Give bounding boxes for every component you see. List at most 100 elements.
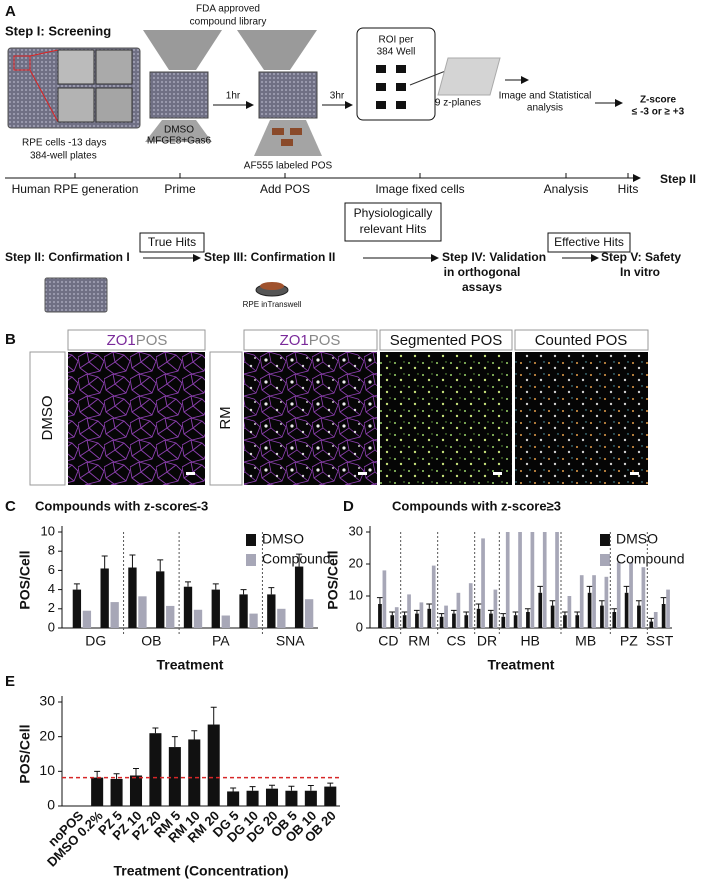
graphic [396, 101, 406, 109]
bar [481, 538, 485, 628]
bar [249, 613, 258, 628]
header: ZO1POS [280, 332, 341, 349]
bar [285, 790, 298, 806]
error-bar [648, 617, 655, 622]
annotation: FDA approved [196, 4, 260, 15]
graphic [376, 101, 386, 109]
bar [110, 778, 123, 806]
bar [246, 790, 259, 806]
bar [542, 532, 547, 628]
x-tick-label: CS [446, 633, 465, 649]
graphic [630, 472, 639, 475]
y-tick-label: 30 [39, 693, 55, 709]
error-bar [401, 611, 408, 616]
y-tick-label: 2 [48, 600, 55, 615]
pos-icon [272, 128, 284, 135]
bar [513, 615, 518, 628]
error-bar [185, 581, 191, 587]
y-tick-label: 20 [39, 727, 55, 743]
bar [666, 589, 670, 628]
micrograph [244, 352, 377, 485]
error-bar [133, 768, 139, 776]
bar [505, 532, 510, 628]
annotation: 1hr [226, 91, 241, 102]
error-bar [475, 603, 482, 609]
chart-title: Compounds with z-score≤-3 [35, 498, 208, 513]
header: Segmented POS [390, 332, 503, 349]
annotation: 9 z-planes [435, 98, 481, 109]
bar [661, 604, 666, 628]
library-funnel [237, 30, 317, 70]
error-bar [635, 600, 642, 606]
legend-swatch [246, 554, 256, 566]
bar [592, 575, 596, 628]
error-bar [450, 609, 457, 614]
panel-label: A [5, 3, 16, 20]
error-bar [296, 553, 303, 567]
legend-swatch [600, 554, 610, 566]
hits-box [139, 232, 205, 253]
pos-icon [281, 139, 293, 146]
annotation: DMSO [164, 125, 194, 136]
timeline-label: Hits [618, 182, 639, 196]
bar [267, 594, 276, 628]
hits-box [344, 202, 442, 242]
error-bar [376, 597, 383, 604]
annotation: 3hr [330, 91, 345, 102]
error-bar [288, 785, 295, 791]
x-tick-label: PZ [620, 633, 638, 649]
error-bar [129, 554, 136, 568]
graphic [186, 472, 195, 475]
roi-grid [376, 65, 406, 109]
micrograph [380, 352, 512, 485]
bar [138, 596, 147, 628]
legend-label: Compound [616, 551, 685, 567]
timeline-label: Analysis [544, 182, 589, 196]
bar [604, 576, 609, 628]
bar [193, 609, 203, 628]
x-tick-label: RM [408, 633, 430, 649]
error-bar [307, 785, 314, 791]
zoom-line [29, 49, 59, 57]
bar [183, 586, 193, 628]
annotation: 384-well plates [30, 151, 97, 162]
bar [166, 605, 175, 628]
bar [550, 605, 555, 628]
zoom-line [29, 69, 59, 123]
x-tick-label: DG [85, 633, 106, 649]
stain-label: ZO1 [280, 332, 309, 349]
error-bar [660, 597, 667, 604]
x-tick-label: DR [477, 633, 497, 649]
error-bar [413, 609, 420, 614]
error-bar [512, 611, 519, 616]
x-axis-title: Treatment (Concentration) [113, 863, 288, 879]
bar [110, 602, 119, 628]
micrograph [68, 352, 205, 485]
error-bar [611, 608, 618, 612]
error-bar [463, 611, 470, 616]
graphic [376, 83, 386, 91]
error-bar [598, 600, 605, 606]
pos-funnel [254, 120, 322, 156]
error-bar [426, 603, 433, 609]
y-tick-label: 0 [47, 797, 55, 813]
header: ZO1POS [107, 332, 168, 349]
bar [567, 596, 572, 628]
annotation: MFGE8+Gas6 [147, 136, 212, 147]
error-bar [623, 585, 630, 593]
header-box [379, 329, 513, 351]
header: Counted POS [535, 332, 628, 349]
error-bar [240, 589, 247, 595]
plate [258, 71, 318, 119]
plate [149, 71, 209, 119]
y-tick-label: 10 [349, 587, 363, 602]
x-tick-label: CD [378, 633, 398, 649]
legend-label: DMSO [262, 531, 304, 547]
bar [555, 532, 559, 628]
step-label: in orthogonal [444, 265, 521, 279]
hits-label: Effective Hits [554, 235, 624, 249]
legend-swatch [600, 534, 610, 546]
bar [526, 612, 530, 628]
well-image [95, 49, 133, 85]
bar [72, 589, 82, 628]
